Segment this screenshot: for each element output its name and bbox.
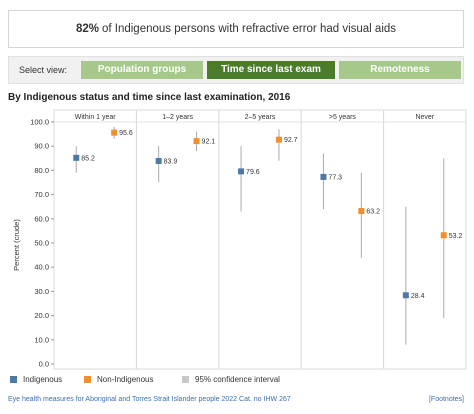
y-tick-label: 40.0 xyxy=(34,263,49,272)
legend-swatch-indigenous xyxy=(10,376,17,383)
panel-header-label: >5 years xyxy=(329,114,357,121)
data-label-non-indigenous: 92.7 xyxy=(284,137,298,144)
y-tick-label: 90.0 xyxy=(34,142,49,151)
point-indigenous xyxy=(402,292,409,299)
legend-item-non-indigenous: Non-Indigenous xyxy=(84,375,153,384)
y-tick-label: 10.0 xyxy=(34,335,49,344)
panel-header-label: Within 1 year xyxy=(75,114,117,121)
point-indigenous xyxy=(155,157,162,164)
y-tick-label: 20.0 xyxy=(34,311,49,320)
data-label-non-indigenous: 53.2 xyxy=(449,233,463,240)
legend-item-ci: 95% confidence interval xyxy=(182,375,280,384)
view-option-time-since-last-exam[interactable]: Time since last exam xyxy=(207,61,335,79)
legend: Indigenous Non-Indigenous 95% confidence… xyxy=(0,375,474,387)
panel-header-label: 2–5 years xyxy=(245,114,276,121)
point-non-indigenous xyxy=(440,232,447,239)
data-label-non-indigenous: 63.2 xyxy=(366,209,380,216)
y-tick-label: 30.0 xyxy=(34,287,49,296)
data-label-non-indigenous: 95.6 xyxy=(119,130,133,137)
panel-header-label: Never xyxy=(415,114,434,121)
legend-item-indigenous: Indigenous xyxy=(10,375,62,384)
point-indigenous xyxy=(73,154,80,161)
chart-panels: Within 1 year 1–2 years 2–5 years >5 years N… xyxy=(53,109,467,370)
point-non-indigenous xyxy=(275,136,282,143)
view-selector: Select view: Population groups Time sinc… xyxy=(8,56,464,84)
data-label-indigenous: 85.2 xyxy=(81,155,95,162)
headline-text: of Indigenous persons with refractive er… xyxy=(101,23,397,35)
data-label-indigenous: 77.3 xyxy=(328,174,342,181)
point-indigenous xyxy=(238,168,245,175)
panel-header-label: 1–2 years xyxy=(162,114,193,121)
data-label-indigenous: 28.4 xyxy=(411,293,425,300)
source-link[interactable]: Eye health measures for Aboriginal and T… xyxy=(8,396,291,403)
chart-marks: 85.2 83.9 79.6 77.3 28.4 95.6 92.1 92.7 63.2 53.2 xyxy=(73,126,463,345)
plot-frame xyxy=(53,109,467,370)
y-tick-label: 70.0 xyxy=(34,190,49,199)
y-tick-label: 100.0 xyxy=(30,118,49,127)
legend-label-indigenous: Indigenous xyxy=(23,375,63,384)
point-non-indigenous xyxy=(193,138,200,145)
data-label-non-indigenous: 92.1 xyxy=(202,139,216,146)
point-non-indigenous xyxy=(111,129,118,136)
y-tick-label: 60.0 xyxy=(34,214,49,223)
footer: Eye health measures for Aboriginal and T… xyxy=(8,396,464,403)
data-label-indigenous: 79.6 xyxy=(246,169,260,176)
legend-label-ci: 95% confidence interval xyxy=(195,375,280,384)
view-selector-label: Select view: xyxy=(19,65,68,75)
y-axis-label: Percent (crude) xyxy=(12,219,21,271)
y-axis: 0.0 10.0 20.0 30.0 40.0 50.0 60.0 70.0 80.0 90.0 1… xyxy=(30,118,54,369)
y-tick-label: 50.0 xyxy=(34,239,49,248)
point-non-indigenous xyxy=(358,208,365,215)
legend-label-non-indigenous: Non-Indigenous xyxy=(97,375,154,384)
footnotes-link[interactable]: [Footnotes] xyxy=(428,396,464,403)
view-option-remoteness[interactable]: Remoteness xyxy=(339,61,461,79)
view-option-population-groups[interactable]: Population groups xyxy=(81,61,203,79)
headline-value: 82% xyxy=(75,23,99,35)
chart: Within 1 year 1–2 years 2–5 years >5 years N… xyxy=(12,109,467,370)
point-indigenous xyxy=(320,173,327,180)
legend-swatch-ci xyxy=(182,376,189,383)
y-tick-label: 80.0 xyxy=(34,166,49,175)
legend-swatch-non-indigenous xyxy=(84,376,91,383)
y-tick-label: 0.0 xyxy=(39,360,49,369)
chart-title: By Indigenous status and time since last… xyxy=(8,92,291,103)
data-label-indigenous: 83.9 xyxy=(164,158,178,165)
headline-box: 82% of Indigenous persons with refractiv… xyxy=(8,10,464,48)
